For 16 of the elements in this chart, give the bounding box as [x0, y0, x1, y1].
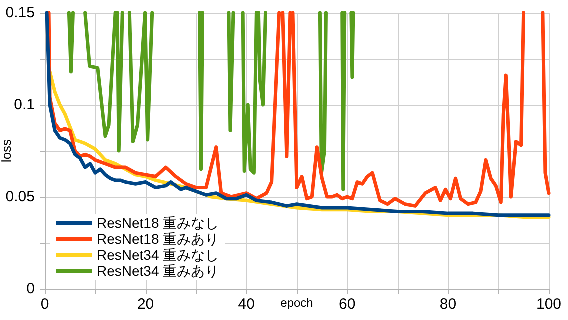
- legend-label: ResNet18 重みあり: [97, 231, 220, 247]
- x-tick-label: 20: [137, 296, 154, 313]
- legend-label: ResNet18 重みなし: [97, 215, 220, 231]
- y-tick-label: 0.15: [6, 4, 35, 22]
- x-tick-label: 40: [238, 296, 255, 313]
- y-axis-title: loss: [0, 138, 14, 163]
- legend-label: ResNet34 重みなし: [97, 247, 220, 263]
- x-tick-label: 0: [40, 296, 50, 313]
- x-tick-label: 100: [536, 296, 562, 313]
- legend-label: ResNet34 重みあり: [97, 263, 220, 279]
- x-axis-title: epoch: [280, 296, 314, 310]
- y-tick-label: 0: [26, 280, 35, 298]
- y-tick-label: 0.1: [14, 96, 35, 114]
- x-tick-label: 60: [339, 296, 356, 313]
- y-tick-label: 0.05: [6, 188, 35, 206]
- x-tick-label: 80: [440, 296, 457, 313]
